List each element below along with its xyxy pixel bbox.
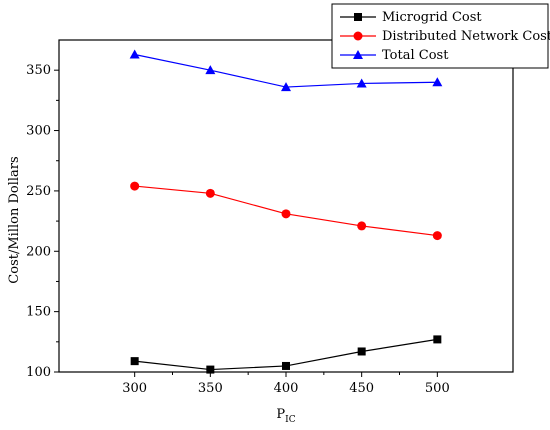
y-tick-label: 150: [26, 305, 51, 320]
data-point: [432, 231, 442, 241]
x-tick-label: 500: [425, 381, 450, 396]
legend-label: Distributed Network Cost: [382, 29, 550, 44]
data-point: [433, 335, 442, 344]
data-point: [281, 82, 291, 92]
data-point: [206, 365, 215, 374]
x-axis-label-main: P: [276, 407, 285, 422]
y-tick-label: 250: [26, 184, 51, 199]
x-tick-label: 350: [198, 381, 223, 396]
series-layer: [129, 49, 443, 374]
legend-label: Microgrid Cost: [382, 10, 482, 25]
y-tick-label: 300: [26, 124, 51, 139]
x-tick-label: 400: [274, 381, 299, 396]
data-point: [205, 188, 215, 198]
legend-marker: [353, 50, 363, 59]
data-point: [432, 77, 443, 87]
data-point: [282, 361, 290, 370]
series-distributed-network-cost: [130, 181, 442, 241]
series-microgrid-cost: [130, 335, 442, 374]
legend-marker: [354, 13, 362, 21]
y-axis-label: Cost/Millon Dollars: [7, 156, 22, 283]
legend-marker: [353, 31, 363, 41]
x-axis: 300 350 400 450 500: [122, 372, 450, 396]
y-axis: 100 150 200 250 300 350: [26, 63, 59, 380]
y-tick-label: 200: [26, 244, 51, 259]
x-tick-label: 300: [122, 381, 147, 396]
data-point: [129, 49, 140, 59]
legend-item: Microgrid Cost: [340, 10, 482, 25]
data-point: [357, 221, 367, 231]
legend-item: Total Cost: [340, 48, 449, 63]
y-tick-label: 350: [26, 63, 51, 78]
data-point: [281, 209, 291, 219]
y-tick-label: 100: [26, 365, 51, 380]
data-point: [130, 181, 140, 191]
data-point: [356, 78, 367, 88]
legend-label: Total Cost: [382, 48, 449, 63]
x-axis-label-subscript: IC: [285, 415, 296, 425]
x-tick-label: 450: [349, 381, 374, 396]
data-point: [357, 347, 366, 356]
data-point: [205, 65, 216, 75]
x-axis-label: PIC: [276, 407, 295, 425]
legend: Microgrid Cost Distributed Network Cost To…: [331, 3, 550, 69]
series-total-cost: [129, 49, 443, 92]
data-point: [130, 357, 139, 366]
legend-item: Distributed Network Cost: [340, 29, 550, 44]
